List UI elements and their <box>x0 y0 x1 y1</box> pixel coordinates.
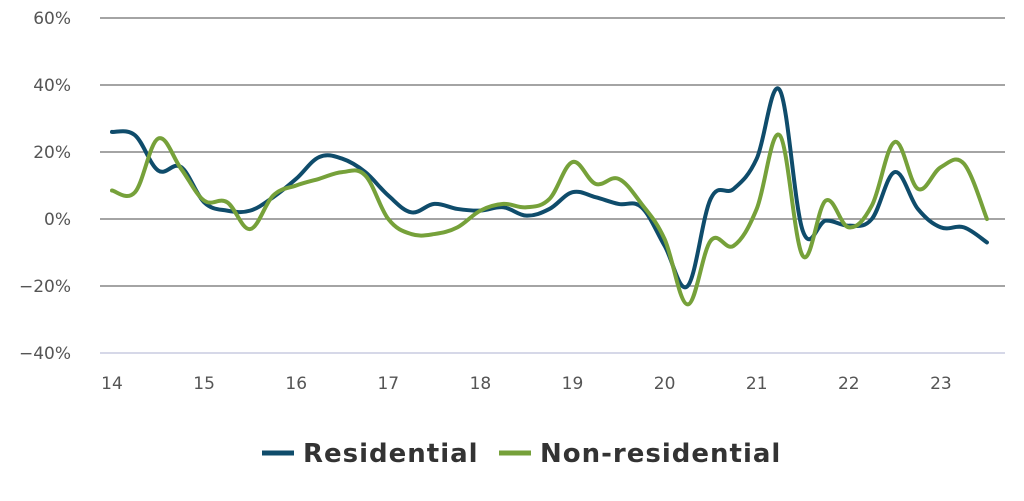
legend: Residential Non-residential <box>262 439 781 469</box>
x-tick-label: 14 <box>101 374 123 394</box>
series-line-residential <box>110 86 989 290</box>
legend-label: Non-residential <box>540 439 781 469</box>
x-axis: 14 15 16 17 18 19 20 21 22 23 <box>101 374 952 394</box>
y-axis: −40% −20% 0% 20% 40% 60% <box>19 9 71 364</box>
x-tick-label: 15 <box>193 374 215 394</box>
plot-area <box>110 86 989 307</box>
grid <box>100 17 1005 354</box>
y-tick-label: −40% <box>19 344 71 364</box>
x-tick-label: 21 <box>746 374 768 394</box>
y-tick-label: 0% <box>44 210 71 230</box>
y-tick-label: 40% <box>33 76 71 96</box>
x-tick-label: 16 <box>285 374 307 394</box>
series-line-non-residential <box>110 132 989 307</box>
x-tick-label: 20 <box>654 374 676 394</box>
x-tick-label: 17 <box>377 374 399 394</box>
x-tick-label: 19 <box>562 374 584 394</box>
y-tick-label: −20% <box>19 277 71 297</box>
legend-label: Residential <box>303 439 479 469</box>
y-tick-label: 20% <box>33 143 71 163</box>
x-tick-label: 23 <box>930 374 952 394</box>
x-tick-label: 18 <box>470 374 492 394</box>
y-tick-label: 60% <box>33 9 71 29</box>
x-tick-label: 22 <box>838 374 860 394</box>
